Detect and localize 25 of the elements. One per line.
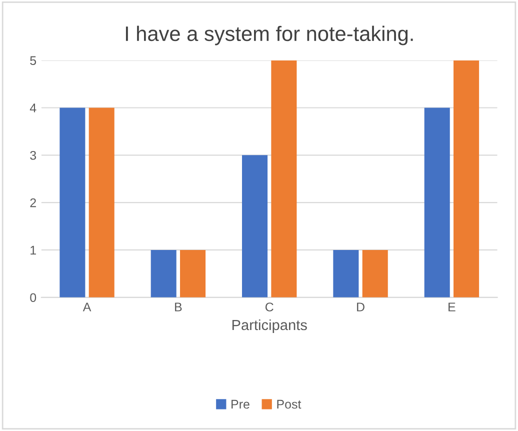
- x-tick-label: D: [357, 302, 364, 312]
- bar: [88, 108, 114, 298]
- y-tick-label: 2: [30, 198, 36, 208]
- bar: [180, 250, 206, 298]
- y-tick-label: 0: [30, 293, 36, 302]
- y-tick-label: 3: [30, 150, 36, 160]
- bar: [242, 155, 268, 298]
- y-tick-label: 5: [30, 56, 36, 65]
- x-tick-label: C: [265, 302, 274, 312]
- chart-title: I have a system for note-taking.: [126, 26, 413, 46]
- bar: [271, 60, 297, 298]
- bar: [362, 250, 388, 298]
- y-tick-label: 4: [30, 104, 36, 112]
- bar: [333, 250, 359, 298]
- x-tick-label: A: [82, 302, 92, 312]
- x-axis-title: Participants: [232, 319, 307, 334]
- bar: [150, 250, 176, 298]
- legend-label: Post: [277, 400, 302, 409]
- x-tick-label: E: [448, 302, 456, 312]
- bar: [454, 60, 480, 298]
- legend-label: Pre: [232, 400, 250, 409]
- bar: [60, 108, 86, 298]
- bar: [424, 108, 450, 298]
- x-tick-label: B: [175, 302, 182, 312]
- y-tick-label: 1: [30, 246, 36, 255]
